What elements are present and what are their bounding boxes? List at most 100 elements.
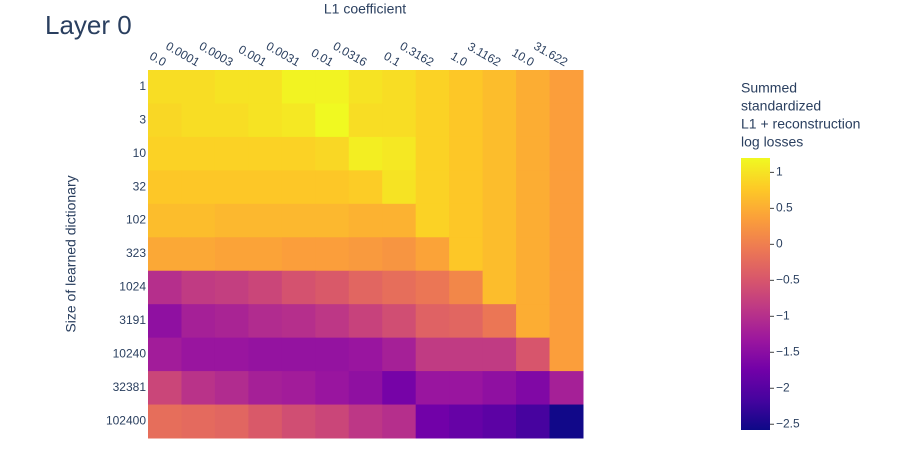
heatmap-cell <box>516 237 551 272</box>
heatmap-cell <box>214 270 249 305</box>
y-tick-label: 3191 <box>119 313 146 327</box>
heatmap-cell <box>482 404 517 439</box>
y-tick-label: 1024 <box>119 280 146 294</box>
heatmap-cell <box>449 136 484 171</box>
colorbar-title: L1 + reconstruction <box>741 116 860 132</box>
heatmap-cell <box>549 337 584 372</box>
colorbar <box>741 158 770 430</box>
heatmap-cell <box>348 371 383 406</box>
chart-title: Layer 0 <box>45 10 132 40</box>
heatmap-cell <box>549 103 584 138</box>
colorbar-title: standardized <box>741 98 821 114</box>
heatmap-cell <box>281 70 316 104</box>
heatmap-cell <box>516 103 551 138</box>
heatmap-cell <box>315 103 350 138</box>
heatmap-cell <box>248 404 283 439</box>
heatmap-cell <box>248 70 283 104</box>
heatmap-cell <box>214 70 249 104</box>
heatmap-cell <box>248 304 283 339</box>
heatmap-cell <box>214 337 249 372</box>
heatmap-cell <box>281 304 316 339</box>
heatmap-cell <box>549 237 584 272</box>
heatmap-cell <box>482 337 517 372</box>
heatmap-cell <box>315 203 350 238</box>
heatmap-cell <box>148 136 182 171</box>
x-tick-label: 31.622 <box>531 39 570 70</box>
heatmap-cell <box>382 203 417 238</box>
colorbar-tick-label: −0.5 <box>776 272 800 286</box>
heatmap-cell <box>415 404 450 439</box>
heatmap-cell <box>482 170 517 205</box>
heatmap-cell <box>315 304 350 339</box>
heatmap-cell <box>214 404 249 439</box>
x-tick-label: 3.1162 <box>465 39 503 69</box>
heatmap-cell <box>382 270 417 305</box>
heatmap-cell <box>382 404 417 439</box>
heatmap-cell <box>415 70 450 104</box>
heatmap-cell <box>315 70 350 104</box>
heatmap-cell <box>315 371 350 406</box>
heatmap-cell <box>348 170 383 205</box>
heatmap-cell <box>382 170 417 205</box>
heatmap-cell <box>516 70 551 104</box>
heatmap-cell <box>449 237 484 272</box>
heatmap-cell <box>482 203 517 238</box>
heatmap-cell <box>214 170 249 205</box>
heatmap-cell <box>248 136 283 171</box>
y-tick-label: 3 <box>139 112 146 126</box>
heatmap-cell <box>181 371 216 406</box>
heatmap-cell <box>181 237 216 272</box>
heatmap-cell <box>214 203 249 238</box>
heatmap-cell <box>449 404 484 439</box>
heatmap-cell <box>148 337 182 372</box>
heatmap-cell <box>148 70 182 104</box>
heatmap-cell <box>248 270 283 305</box>
heatmap-cell <box>449 70 484 104</box>
y-tick-label: 32381 <box>113 380 147 394</box>
heatmap-cell <box>482 103 517 138</box>
heatmap-cell <box>181 103 216 138</box>
heatmap-cell <box>415 304 450 339</box>
heatmap-cell <box>348 270 383 305</box>
heatmap-cell <box>315 237 350 272</box>
heatmap-cell <box>148 404 182 439</box>
heatmap-cell <box>382 70 417 104</box>
heatmap-cell <box>516 304 551 339</box>
heatmap-cell <box>181 203 216 238</box>
heatmap-cell <box>516 371 551 406</box>
heatmap-cell <box>181 304 216 339</box>
y-tick-label: 1 <box>139 79 146 93</box>
heatmap-cell <box>415 203 450 238</box>
heatmap-cell <box>549 70 584 104</box>
heatmap-cell <box>382 103 417 138</box>
heatmap-cell <box>148 170 182 205</box>
heatmap-cell <box>449 170 484 205</box>
heatmap-cell <box>281 404 316 439</box>
heatmap-cell <box>181 136 216 171</box>
heatmap-cell <box>181 337 216 372</box>
colorbar-tick-label: 1 <box>776 165 783 179</box>
heatmap-cell <box>181 70 216 104</box>
colorbar-tick-label: −1.5 <box>776 344 800 358</box>
heatmap-cell <box>348 337 383 372</box>
colorbar-title: log losses <box>741 134 803 150</box>
heatmap-cell <box>315 270 350 305</box>
heatmap-cell <box>482 270 517 305</box>
heatmap-cell <box>415 237 450 272</box>
x-tick-label: 0.0001 <box>163 39 202 70</box>
heatmap-cell <box>382 371 417 406</box>
heatmap-cell <box>248 337 283 372</box>
x-tick-label: 0.001 <box>236 42 269 69</box>
heatmap-cell <box>348 136 383 171</box>
heatmap-cell <box>449 337 484 372</box>
heatmap-cell <box>148 371 182 406</box>
heatmap-cell <box>549 203 584 238</box>
heatmap-cell <box>348 103 383 138</box>
heatmap-cell <box>181 270 216 305</box>
heatmap-cell <box>516 170 551 205</box>
heatmap-cell <box>281 337 316 372</box>
x-axis-title: L1 coefficient <box>324 1 406 17</box>
heatmap-cell <box>482 237 517 272</box>
colorbar-tick-label: 0.5 <box>776 201 793 215</box>
heatmap-cell <box>348 70 383 104</box>
